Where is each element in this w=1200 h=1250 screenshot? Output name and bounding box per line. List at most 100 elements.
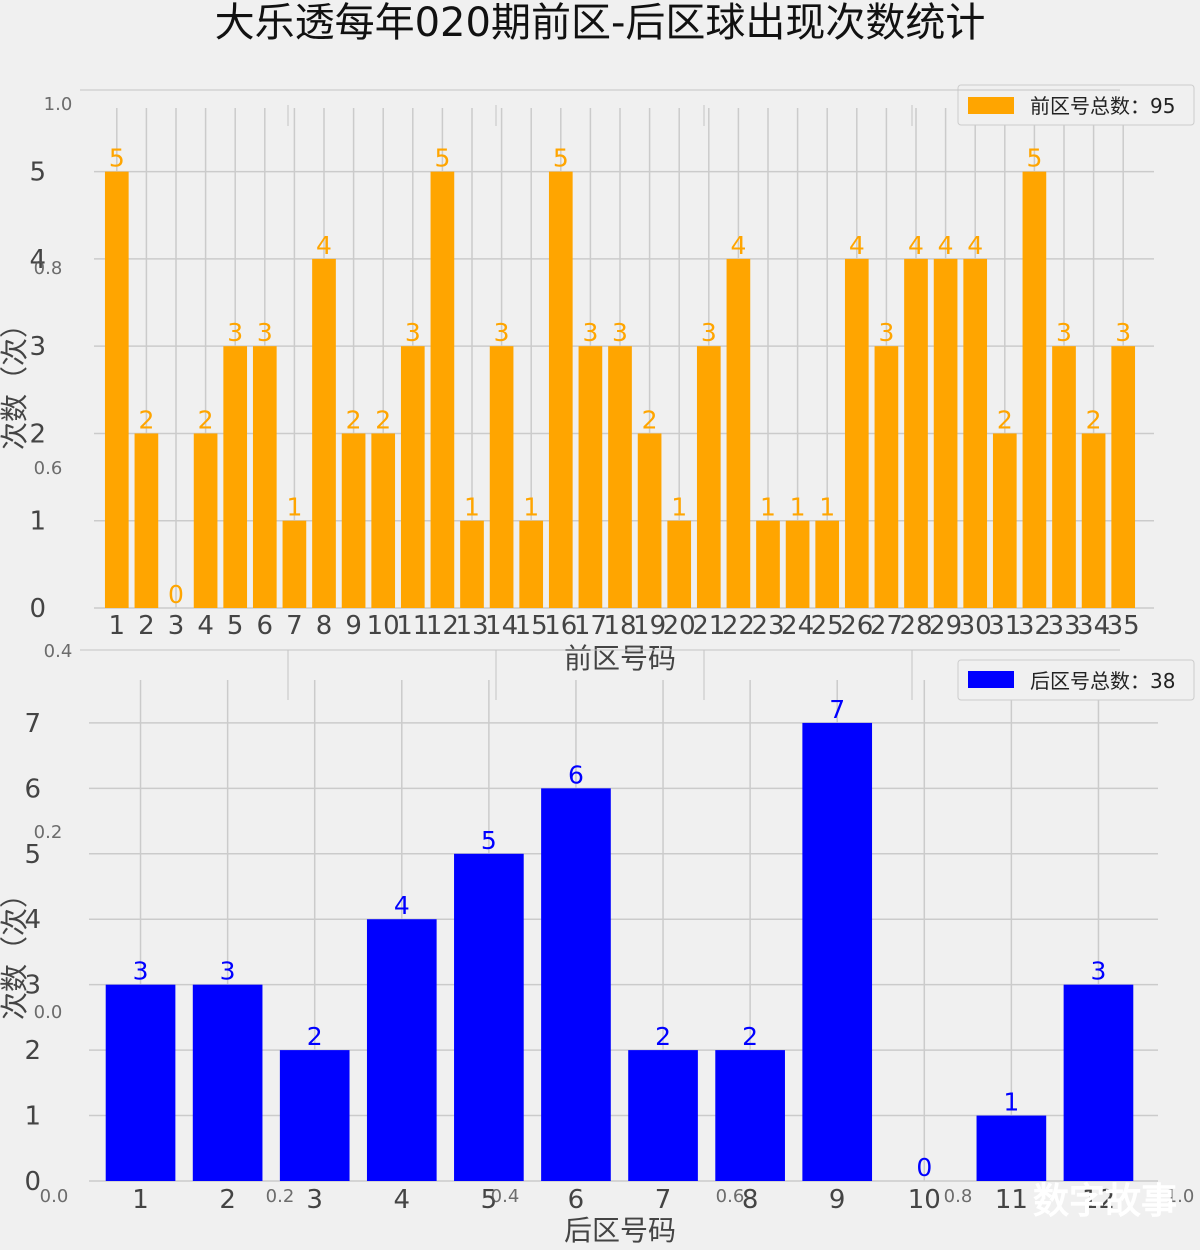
- front-bar: [400, 346, 425, 608]
- front-x-tick-label: 12: [426, 611, 459, 641]
- front-bar: [223, 346, 248, 608]
- front-x-tick-label: 5: [227, 611, 244, 641]
- back-y-tick-label: 4: [24, 905, 41, 935]
- back-y-tick-label: 6: [24, 774, 41, 804]
- front-x-tick-label: 6: [257, 611, 274, 641]
- back-x-tick-label: 6: [568, 1185, 585, 1215]
- front-legend: 前区号总数：95: [957, 84, 1195, 126]
- front-x-tick-label: 35: [1107, 611, 1140, 641]
- front-x-tick-label: 21: [692, 611, 725, 641]
- front-x-tick-label: 30: [959, 611, 992, 641]
- overlay-y-tick-label: 0.4: [44, 641, 73, 662]
- back-data-label: 2: [742, 1022, 758, 1051]
- front-x-tick-label: 4: [197, 611, 214, 641]
- overlay-y-tick-label: 0.0: [34, 1002, 63, 1023]
- front-bar: [104, 171, 129, 609]
- front-y-tick-label: 4: [29, 245, 46, 275]
- front-y-ticks: 0 1 2 3 4 5: [29, 158, 46, 624]
- front-data-label: 2: [642, 405, 658, 434]
- front-bar: [430, 171, 455, 609]
- front-data-label: 2: [198, 405, 214, 434]
- front-data-label: 3: [1115, 318, 1131, 347]
- front-bar: [904, 258, 928, 608]
- back-bar: [192, 984, 263, 1181]
- back-bar: [976, 1115, 1047, 1181]
- back-legend-box: [957, 659, 1195, 701]
- overlay-y-tick-label: 0.2: [34, 822, 63, 843]
- back-data-label: 2: [307, 1022, 323, 1051]
- front-bar: [756, 520, 780, 608]
- front-data-label: 3: [257, 318, 273, 347]
- back-x-ticks: 1 2 3 4 5 6 7 8 9 10 11 12: [132, 1185, 1115, 1215]
- front-x-tick-label: 25: [811, 611, 844, 641]
- back-y-axis-label: 次数（次）: [0, 880, 31, 1020]
- front-data-label: 3: [582, 318, 598, 347]
- back-bar: [715, 1050, 785, 1181]
- front-x-tick-label: 23: [751, 611, 784, 641]
- front-bar: [874, 346, 899, 608]
- front-y-axis-label: 次数（次）: [0, 310, 31, 450]
- background-overlay-axes: 1.0 0.8 0.6 0.4 0.2 0.0 0.0 0.2 0.4 0.6 0.8 1.0: [34, 89, 1194, 1207]
- front-bar: [933, 258, 958, 608]
- front-data-label: 3: [701, 318, 717, 347]
- front-data-label: 3: [612, 318, 628, 347]
- back-x-tick-label: 2: [219, 1185, 236, 1215]
- front-data-label: 5: [109, 144, 125, 173]
- back-data-labels: 3 3 2 4 5 6 2 2 7 0 1 3: [133, 695, 1107, 1182]
- back-x-tick-label: 9: [829, 1185, 846, 1215]
- front-bar: [193, 433, 218, 608]
- front-data-label: 4: [849, 231, 865, 260]
- front-y-tick-label: 2: [29, 419, 46, 449]
- front-data-label: 5: [1026, 144, 1042, 173]
- front-data-label: 2: [138, 405, 154, 434]
- watermark: 数字故事: [1033, 1181, 1177, 1222]
- back-x-axis-label: 后区号码: [564, 1214, 676, 1245]
- front-x-tick-label: 13: [455, 611, 488, 641]
- back-data-label: 4: [394, 891, 410, 920]
- back-bar: [628, 1050, 698, 1181]
- front-x-tick-label: 20: [663, 611, 696, 641]
- front-data-label: 2: [375, 405, 391, 434]
- front-bar: [519, 520, 544, 608]
- front-x-tick-label: 9: [345, 611, 362, 641]
- chart-title: 大乐透每年020期前区-后区球出现次数统计: [215, 0, 986, 46]
- back-x-tick-label: 12: [1082, 1185, 1115, 1215]
- back-data-label: 2: [655, 1022, 671, 1051]
- front-x-tick-label: 10: [367, 611, 400, 641]
- front-bar: [785, 520, 810, 608]
- back-data-label: 7: [829, 695, 845, 724]
- front-bar: [341, 433, 366, 608]
- back-x-tick-label: 4: [394, 1185, 411, 1215]
- front-data-label: 4: [967, 231, 983, 260]
- front-bar: [282, 520, 307, 608]
- front-x-ticks: 1 2 3 4 5 6 7 8 9 1011121314151617181920212223242…: [109, 611, 1140, 641]
- front-x-tick-label: 18: [603, 611, 636, 641]
- back-y-tick-label: 1: [24, 1102, 41, 1132]
- front-bar: [134, 433, 159, 608]
- front-bar: [460, 520, 484, 608]
- front-x-tick-label: 15: [515, 611, 548, 641]
- front-x-axis-label: 前区号码: [564, 642, 676, 675]
- back-data-label: 3: [1091, 957, 1107, 986]
- front-data-label: 1: [671, 493, 687, 522]
- back-x-tick-label: 5: [481, 1185, 498, 1215]
- front-x-tick-label: 29: [929, 611, 962, 641]
- front-data-label: 3: [494, 318, 510, 347]
- front-x-tick-label: 28: [899, 611, 932, 641]
- back-y-tick-label: 3: [24, 971, 41, 1001]
- overlay-x-tick-label: 0.0: [40, 1186, 69, 1207]
- back-x-tick-label: 1: [132, 1185, 149, 1215]
- overlay-x-tick-label: 0.8: [944, 1186, 973, 1207]
- back-bar: [1063, 984, 1134, 1181]
- overlay-y-tick-label: 0.6: [34, 458, 63, 479]
- front-data-label: 0: [168, 580, 184, 609]
- back-data-label: 3: [133, 957, 149, 986]
- front-x-tick-label: 33: [1047, 611, 1080, 641]
- front-bar: [1111, 346, 1136, 608]
- overlay-y-tick-label: 0.8: [34, 258, 63, 279]
- front-bar: [608, 346, 632, 608]
- front-bar: [1081, 433, 1106, 608]
